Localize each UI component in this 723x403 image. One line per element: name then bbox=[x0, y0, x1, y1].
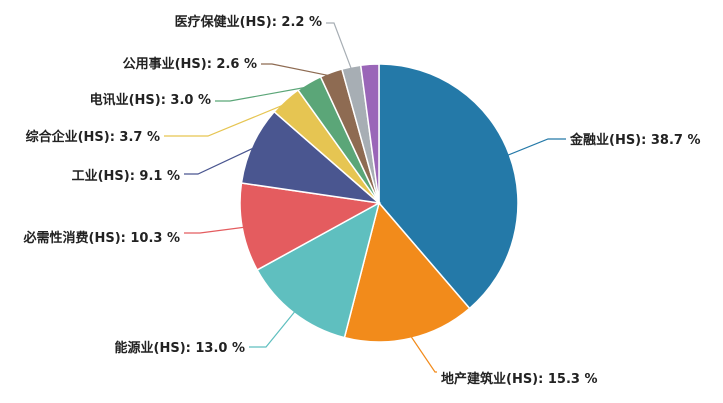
leader-line bbox=[505, 138, 566, 157]
slice-label: 必需性消费(HS): 10.3 % bbox=[23, 230, 180, 246]
slice-label: 综合企业(HS): 3.7 % bbox=[26, 129, 160, 145]
slice-label: 金融业(HS): 38.7 % bbox=[569, 132, 700, 148]
leader-lines bbox=[164, 22, 566, 373]
leader-line bbox=[184, 226, 247, 234]
slice-label: 地产建筑业(HS): 15.3 % bbox=[441, 371, 597, 387]
leader-line bbox=[409, 334, 437, 373]
pie-slices bbox=[239, 63, 519, 343]
leader-line bbox=[164, 102, 289, 137]
pie-slice bbox=[359, 63, 380, 204]
leader-line bbox=[326, 22, 353, 71]
slice-label: 电讯业(HS): 3.0 % bbox=[90, 92, 211, 108]
leader-line bbox=[184, 146, 257, 175]
slice-label: 能源业(HS): 13.0 % bbox=[115, 340, 245, 356]
pie-slice bbox=[343, 201, 471, 343]
slice-label: 工业(HS): 9.1 % bbox=[72, 168, 180, 184]
leader-line bbox=[215, 85, 312, 102]
slice-label: 医疗保健业(HS): 2.2 % bbox=[175, 14, 322, 30]
slice-labels: 金融业(HS): 38.7 % 地产建筑业(HS): 15.3 % 能源业(HS):… bbox=[23, 14, 701, 387]
pie-slice bbox=[240, 110, 382, 205]
slice-label: 公用事业(HS): 2.6 % bbox=[123, 56, 257, 72]
leader-line bbox=[249, 309, 297, 348]
leader-line bbox=[261, 63, 333, 77]
